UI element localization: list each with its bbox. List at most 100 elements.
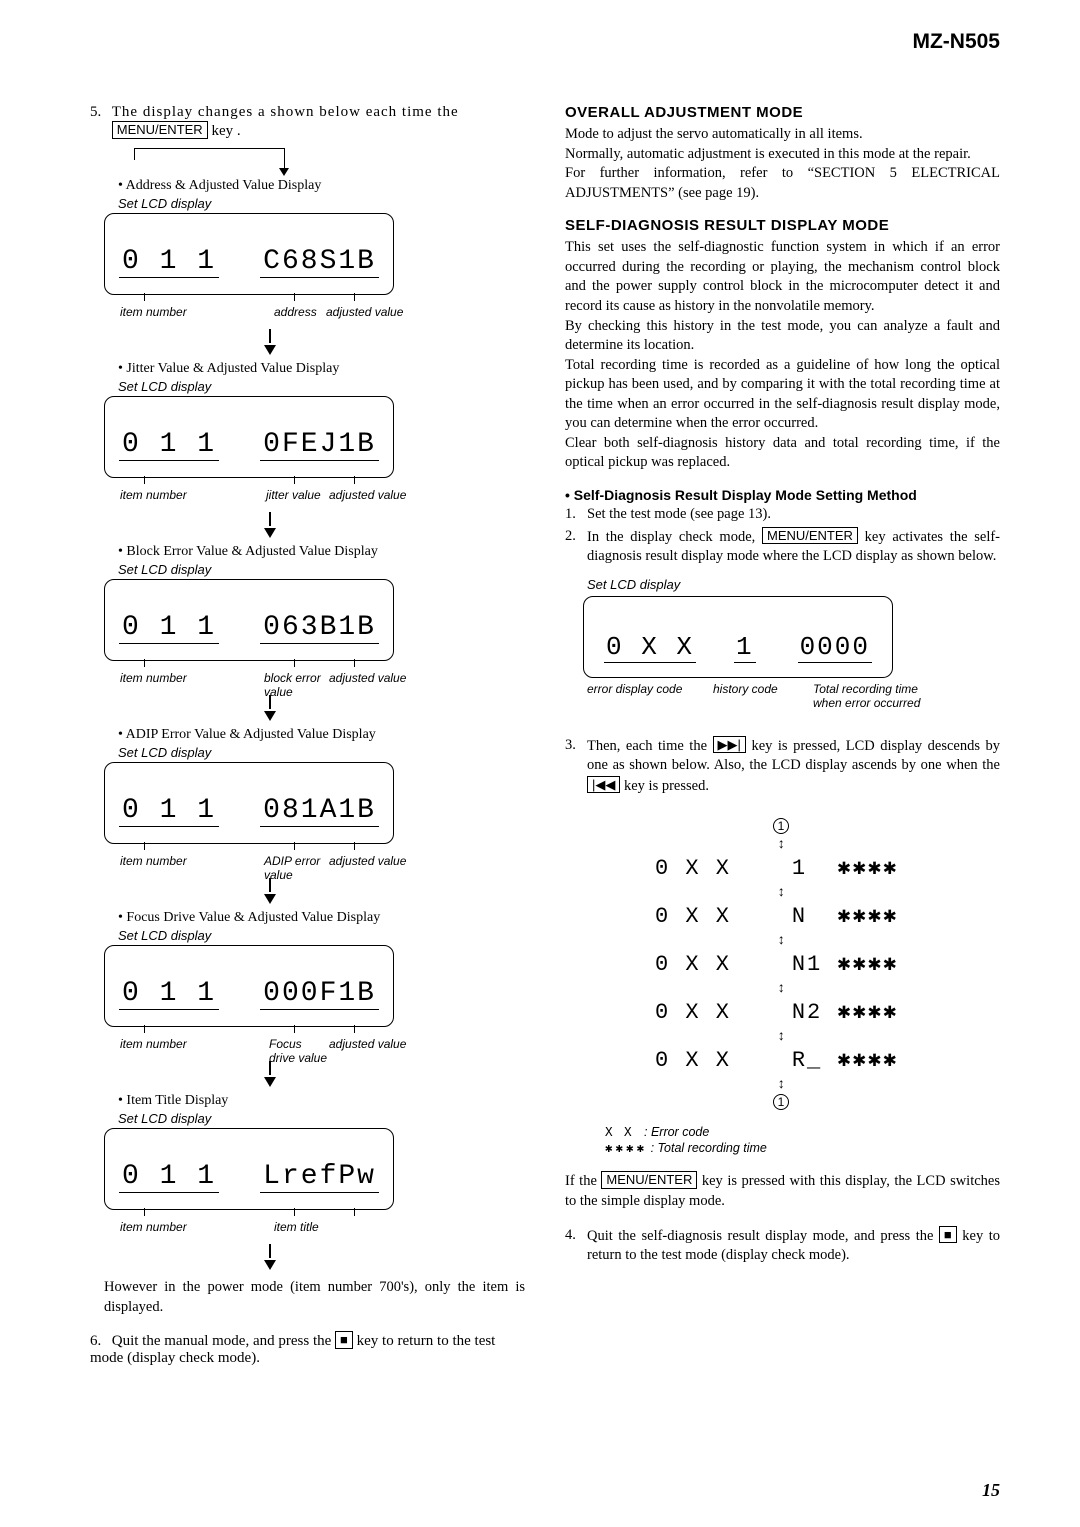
overall-para: Mode to adjust the servo automatically i…	[565, 125, 1000, 203]
t: Then, each time the	[587, 738, 713, 754]
lcd-labels: item numberADIP error valueadjusted valu…	[104, 854, 394, 878]
cycle-row: 0 X X N1 ✱✱✱✱	[655, 954, 1000, 976]
lcd-label: item title	[274, 1220, 319, 1234]
display-title: • Focus Drive Value & Adjusted Value Dis…	[118, 910, 525, 926]
left-column: 5. The display changes a shown below eac…	[90, 104, 525, 1375]
lcd-history-code: 1	[734, 632, 756, 663]
stop-key-icon: ■	[335, 1331, 353, 1349]
lcd-value: 000F1B	[260, 978, 379, 1010]
t: Quit the self-diagnosis result display m…	[587, 1228, 939, 1244]
lcd-labels: item numberaddressadjusted value	[104, 305, 394, 329]
right-column: OVERALL ADJUSTMENT MODE Mode to adjust t…	[565, 104, 1000, 1375]
lcd-value: LrefPw	[260, 1161, 379, 1193]
page-number: 15	[982, 1480, 1000, 1501]
lcd-value: C68S1B	[260, 246, 379, 278]
label-history-code: history code	[713, 682, 778, 696]
step-5: 5. The display changes a shown below eac…	[90, 104, 525, 140]
cycle-row: 0 X X 1 ✱✱✱✱	[655, 858, 1000, 880]
lcd-value: 081A1B	[260, 795, 379, 827]
cycle-diagram: 1 ↕ 0 X X 1 ✱✱✱✱↕0 X X N ✱✱✱✱↕0 X X N1 ✱…	[655, 816, 1000, 1114]
lcd-item-number: 0 1 1	[119, 795, 219, 827]
step-num: 5.	[90, 104, 108, 121]
set-lcd-label: Set LCD display	[587, 577, 1000, 592]
set-lcd-label: Set LCD display	[118, 745, 525, 760]
display-title: • Jitter Value & Adjusted Value Display	[118, 361, 525, 377]
menu-enter-key: MENU/ENTER	[112, 121, 208, 139]
lcd-frame: 0 1 1 063B1B	[104, 579, 394, 661]
set-lcd-label: Set LCD display	[118, 928, 525, 943]
step-text: Quit the manual mode, and press the	[112, 1333, 335, 1349]
step-text-b: key .	[211, 123, 240, 139]
selfdiag-lcd-labels: error display code history code Total re…	[583, 678, 963, 718]
set-lcd-label: Set LCD display	[118, 1111, 525, 1126]
overall-title: OVERALL ADJUSTMENT MODE	[565, 104, 1000, 121]
cycle-row: 0 X X N ✱✱✱✱	[655, 906, 1000, 928]
label-error-code: error display code	[587, 682, 682, 696]
lcd-label: adjusted value	[329, 1037, 406, 1051]
step-6: 6. Quit the manual mode, and press the ■…	[90, 1331, 525, 1367]
lcd-label: ADIP error value	[264, 854, 320, 882]
lcd-frame: 0 1 1 C68S1B	[104, 213, 394, 295]
lcd-rec-time: 0000	[798, 632, 872, 663]
lcd-label: address	[274, 305, 317, 319]
lcd-item-number: 0 1 1	[119, 246, 219, 278]
lcd-label: adjusted value	[329, 671, 406, 685]
menu-enter-key: MENU/ENTER	[762, 527, 858, 545]
lcd-display-block: • Item Title Display Set LCD display 0 1 1…	[104, 1093, 525, 1270]
lcd-labels: item numberjitter valueadjusted value	[104, 488, 394, 512]
step-4: 4. Quit the self-diagnosis result displa…	[565, 1226, 1000, 1266]
t: If the	[565, 1173, 601, 1189]
t: In the display check mode,	[587, 529, 762, 545]
set-lcd-label: Set LCD display	[118, 379, 525, 394]
selfdiag-lcd: 0 X X 1 0000	[583, 596, 893, 678]
set-lcd-label: Set LCD display	[118, 196, 525, 211]
lcd-label: jitter value	[266, 488, 321, 502]
lcd-label: item number	[120, 488, 187, 502]
lcd-item-number: 0 1 1	[119, 612, 219, 644]
flow-entry	[104, 148, 525, 174]
lcd-value: 0FEJ1B	[260, 429, 379, 461]
lcd-item-number: 0 1 1	[119, 1161, 219, 1193]
menu-enter-key: MENU/ENTER	[601, 1171, 697, 1189]
lcd-display-block: • Focus Drive Value & Adjusted Value Dis…	[104, 910, 525, 1087]
selfdiag-title: SELF-DIAGNOSIS RESULT DISPLAY MODE	[565, 217, 1000, 234]
lcd-label: Focus drive value	[269, 1037, 327, 1065]
lcd-frame: 0 1 1 0FEJ1B	[104, 396, 394, 478]
cycle-row: 0 X X N2 ✱✱✱✱	[655, 1002, 1000, 1024]
lcd-label: adjusted value	[329, 488, 406, 502]
power-mode-note: However in the power mode (item number 7…	[104, 1278, 525, 1317]
lcd-label: item number	[120, 305, 187, 319]
label-rec-time-2: when error occurred	[813, 696, 920, 710]
lcd-frame: 0 1 1 081A1B	[104, 762, 394, 844]
lcd-labels: item number item title	[104, 1220, 394, 1244]
selfdiag-para: This set uses the self-diagnostic functi…	[565, 238, 1000, 473]
display-title: • Block Error Value & Adjusted Value Dis…	[118, 544, 525, 560]
rew-key-icon: |◀◀	[587, 776, 620, 794]
step-num: 6.	[90, 1333, 108, 1350]
display-title: • Address & Adjusted Value Display	[118, 178, 525, 194]
step-3: 3. Then, each time the ▶▶| key is presse…	[565, 736, 1000, 797]
lcd-labels: item numberFocus drive valueadjusted val…	[104, 1037, 394, 1061]
step-text: The display changes a shown below each t…	[112, 104, 459, 120]
lcd-item-number: 0 1 1	[119, 429, 219, 461]
display-title: • ADIP Error Value & Adjusted Value Disp…	[118, 727, 525, 743]
lcd-value: 063B1B	[260, 612, 379, 644]
lcd-frame: 0 1 1 LrefPw	[104, 1128, 394, 1210]
lcd-labels: item numberblock error valueadjusted val…	[104, 671, 394, 695]
ff-key-icon: ▶▶|	[713, 736, 746, 754]
lcd-label: item number	[120, 1037, 187, 1051]
lcd-item-number: 0 1 1	[119, 978, 219, 1010]
cycle-legend: X X X X : Error code: Error code ✱✱✱✱ : …	[605, 1124, 1000, 1155]
lcd-label: item number	[120, 671, 187, 685]
step-1-text: Set the test mode (see page 13).	[587, 505, 1000, 525]
lcd-display-block: • ADIP Error Value & Adjusted Value Disp…	[104, 727, 525, 904]
lcd-label: adjusted value	[329, 854, 406, 868]
lcd-display-block: • Address & Adjusted Value Display Set LC…	[104, 178, 525, 355]
set-lcd-label: Set LCD display	[118, 562, 525, 577]
lcd-error-code: 0 X X	[604, 632, 696, 663]
display-title: • Item Title Display	[118, 1093, 525, 1109]
lcd-label: item number	[120, 1220, 187, 1234]
lcd-label: block error value	[264, 671, 321, 699]
setting-method-title: • Self-Diagnosis Result Display Mode Set…	[565, 487, 1000, 503]
after-para: If the MENU/ENTER key is pressed with th…	[565, 1171, 1000, 1211]
